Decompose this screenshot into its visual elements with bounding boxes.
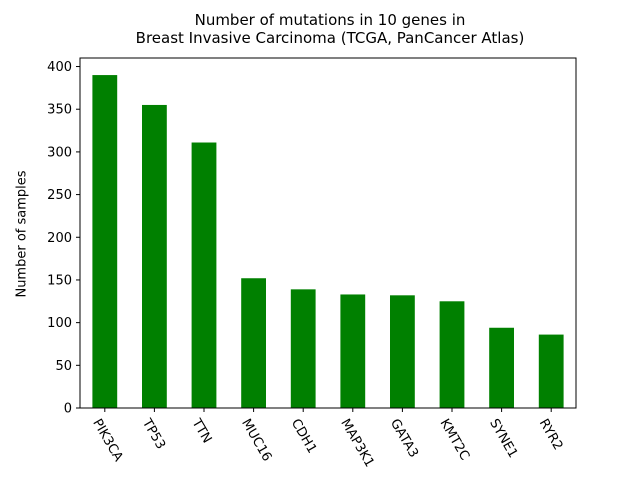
y-tick-label: 50: [55, 359, 72, 374]
y-tick-label: 0: [64, 402, 72, 417]
chart-title-line-1: Number of mutations in 10 genes in: [194, 11, 466, 29]
bar: [92, 75, 118, 408]
chart-title-line-2: Breast Invasive Carcinoma (TCGA, PanCanc…: [135, 29, 525, 47]
y-tick-label: 150: [47, 273, 72, 288]
plot-frame: [79, 57, 577, 409]
y-tick-label: 250: [47, 188, 72, 203]
y-tick-label: 300: [47, 145, 72, 160]
x-tick-label: TTN: [188, 416, 214, 446]
bar: [241, 278, 266, 408]
x-tick-label: CDH1: [288, 417, 320, 457]
bar: [142, 104, 167, 408]
y-tick-label: 400: [47, 60, 72, 75]
bar: [538, 334, 564, 408]
y-tick-label: 350: [47, 103, 72, 118]
bar: [290, 289, 316, 408]
x-tick-label: MUC16: [238, 417, 274, 465]
x-tick-label: PIK3CA: [89, 417, 125, 465]
x-tick-label: SYNE1: [486, 417, 520, 461]
x-tick-label: RYR2: [536, 417, 566, 453]
x-tick-label: KMT2C: [437, 417, 473, 463]
y-tick-label: 100: [47, 316, 72, 331]
x-tick-label: GATA3: [387, 417, 421, 461]
bar: [439, 301, 465, 408]
x-tick-label: TP53: [138, 416, 168, 452]
y-tick-label: 200: [47, 231, 72, 246]
x-tick-label: MAP3K1: [337, 417, 376, 470]
bar: [390, 295, 415, 408]
bar: [340, 294, 366, 408]
bar: [191, 142, 217, 408]
bar: [489, 327, 514, 408]
